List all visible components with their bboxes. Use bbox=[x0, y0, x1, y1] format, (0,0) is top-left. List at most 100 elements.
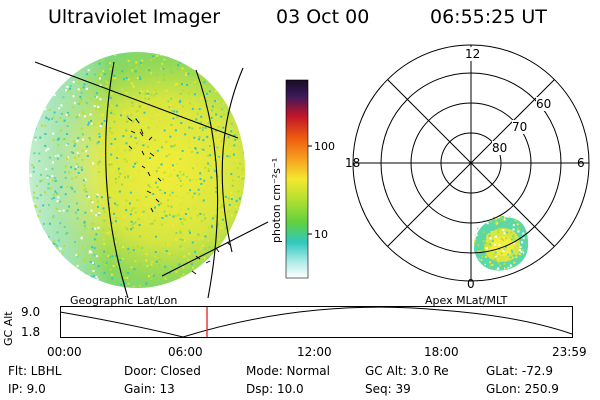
oval-speckle bbox=[472, 243, 474, 245]
image-speckle bbox=[54, 255, 56, 258]
oval-speckle bbox=[479, 271, 481, 273]
image-speckle bbox=[217, 156, 220, 159]
image-speckle bbox=[144, 97, 146, 100]
image-speckle bbox=[98, 160, 101, 163]
image-speckle bbox=[205, 100, 208, 103]
oval-speckle bbox=[518, 248, 521, 251]
image-speckle bbox=[168, 213, 171, 216]
image-speckle bbox=[181, 238, 184, 241]
image-speckle bbox=[32, 214, 34, 217]
image-speckle bbox=[136, 202, 139, 205]
oval-speckle bbox=[498, 219, 500, 221]
image-speckle bbox=[69, 62, 72, 65]
image-speckle bbox=[190, 57, 192, 60]
image-speckle bbox=[81, 149, 84, 152]
oval-speckle bbox=[515, 256, 518, 259]
oval-speckle bbox=[519, 253, 522, 256]
oval-speckle bbox=[475, 263, 477, 266]
image-speckle bbox=[220, 204, 223, 207]
image-speckle bbox=[44, 84, 47, 87]
oval-speckle bbox=[486, 259, 489, 262]
image-speckle bbox=[109, 67, 112, 70]
image-speckle bbox=[158, 120, 161, 123]
image-speckle bbox=[100, 114, 103, 117]
image-speckle bbox=[48, 108, 51, 111]
image-speckle bbox=[153, 90, 156, 93]
image-speckle bbox=[200, 222, 203, 225]
image-speckle bbox=[58, 76, 61, 79]
oval-speckle bbox=[489, 237, 492, 240]
image-speckle bbox=[71, 106, 74, 109]
image-speckle bbox=[155, 260, 158, 263]
image-speckle bbox=[55, 207, 58, 210]
image-speckle bbox=[243, 237, 245, 239]
oval-speckle bbox=[508, 259, 511, 262]
image-speckle bbox=[49, 187, 52, 190]
image-speckle bbox=[115, 254, 118, 257]
image-speckle bbox=[119, 259, 122, 261]
image-speckle bbox=[136, 110, 139, 112]
image-speckle bbox=[76, 217, 79, 220]
oval-speckle bbox=[474, 230, 475, 233]
image-speckle bbox=[200, 97, 203, 100]
image-speckle bbox=[90, 199, 93, 202]
image-speckle bbox=[70, 279, 73, 282]
image-speckle bbox=[125, 142, 128, 145]
oval-speckle bbox=[502, 229, 505, 232]
oval-speckle bbox=[495, 218, 498, 221]
image-speckle bbox=[193, 101, 196, 104]
image-speckle bbox=[149, 222, 152, 225]
oval-speckle bbox=[522, 218, 524, 221]
image-speckle bbox=[108, 198, 111, 201]
oval-speckle bbox=[520, 250, 523, 253]
image-speckle bbox=[66, 232, 69, 235]
image-speckle bbox=[196, 254, 199, 257]
image-speckle bbox=[98, 254, 101, 257]
image-speckle bbox=[38, 111, 41, 114]
image-speckle bbox=[192, 64, 195, 67]
image-speckle bbox=[59, 79, 62, 82]
image-speckle bbox=[206, 243, 209, 246]
image-speckle bbox=[49, 71, 52, 74]
image-speckle bbox=[118, 170, 121, 173]
altitude-curve bbox=[60, 306, 573, 338]
image-speckle bbox=[53, 111, 56, 114]
image-speckle bbox=[167, 62, 170, 65]
image-speckle bbox=[48, 204, 51, 207]
image-speckle bbox=[236, 77, 238, 80]
image-speckle bbox=[170, 265, 173, 268]
image-speckle bbox=[178, 58, 181, 61]
image-speckle bbox=[217, 150, 220, 153]
oval-speckle bbox=[493, 266, 496, 269]
image-speckle bbox=[170, 253, 173, 256]
image-speckle bbox=[130, 220, 133, 223]
image-speckle bbox=[242, 252, 245, 255]
oval-speckle bbox=[509, 231, 512, 234]
image-speckle bbox=[44, 133, 47, 135]
image-speckle bbox=[109, 96, 112, 99]
image-speckle bbox=[70, 166, 73, 169]
image-speckle bbox=[230, 198, 233, 201]
image-speckle bbox=[198, 282, 201, 285]
image-speckle bbox=[37, 215, 39, 217]
image-speckle bbox=[74, 156, 76, 159]
oval-speckle bbox=[527, 226, 529, 228]
oval-speckle bbox=[488, 234, 491, 237]
image-speckle bbox=[125, 199, 128, 202]
image-speckle bbox=[200, 199, 203, 202]
image-speckle bbox=[110, 92, 113, 95]
image-speckle bbox=[238, 278, 241, 281]
oval-speckle bbox=[517, 217, 520, 220]
oval-speckle bbox=[494, 243, 497, 246]
image-speckle bbox=[152, 118, 155, 120]
image-speckle bbox=[94, 227, 97, 230]
image-speckle bbox=[39, 263, 41, 266]
image-speckle bbox=[145, 253, 148, 256]
image-speckle bbox=[75, 211, 77, 214]
image-speckle bbox=[211, 147, 214, 150]
altitude-tick-max: 9.0 bbox=[21, 305, 41, 319]
image-speckle bbox=[185, 73, 188, 76]
image-speckle bbox=[91, 279, 94, 282]
image-speckle bbox=[109, 127, 112, 130]
image-speckle bbox=[52, 242, 55, 245]
